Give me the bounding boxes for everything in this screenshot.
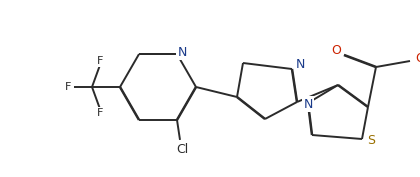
Text: N: N: [295, 59, 304, 72]
Text: F: F: [65, 82, 71, 92]
Text: O: O: [415, 53, 420, 65]
Text: O: O: [331, 44, 341, 58]
Text: S: S: [367, 135, 375, 147]
Text: N: N: [303, 98, 312, 110]
Text: N: N: [177, 46, 186, 59]
Text: F: F: [97, 108, 103, 118]
Text: Cl: Cl: [176, 143, 188, 156]
Text: F: F: [97, 56, 103, 66]
